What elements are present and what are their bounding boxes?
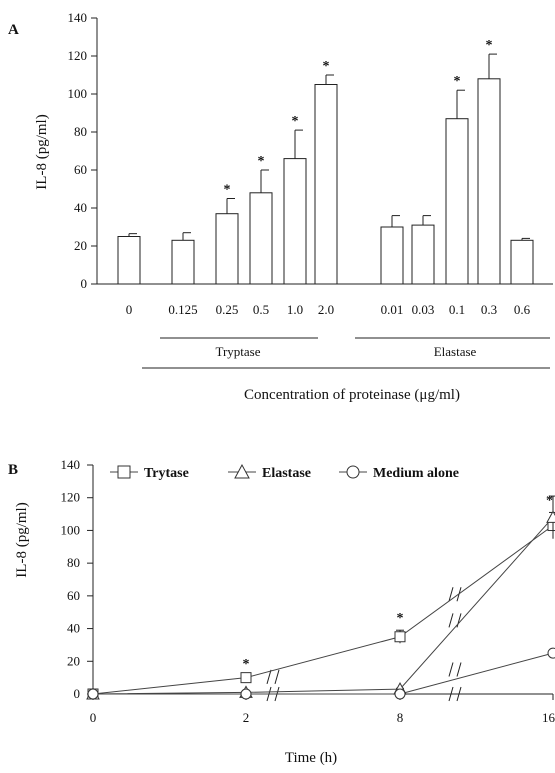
axis-break-mark [456, 686, 462, 702]
panel-b-x-tick-label: 0 [90, 710, 97, 725]
panel-a-significance-star: * [454, 74, 461, 89]
panel-b-marker-square [394, 631, 406, 643]
panel-b-significance-star: * [243, 657, 250, 672]
panel-a-x-tick-label: 0.03 [412, 302, 435, 317]
panel-b-y-tick-label: 120 [61, 490, 81, 505]
legend-marker-triangle [234, 463, 250, 479]
panel-a-y-tick-label: 80 [74, 124, 87, 139]
panel-b-x-axis-title: Time (h) [285, 750, 337, 766]
panel-a-x-tick-label: 0.25 [216, 302, 239, 317]
panel-a-y-tick-label: 60 [74, 162, 87, 177]
axis-break-mark [456, 662, 462, 677]
axis-break-mark [456, 613, 462, 628]
panel-b-y-tick-label: 60 [67, 588, 80, 603]
axis-break-mark [266, 669, 272, 684]
panel-a-x-tick-label: 0 [126, 302, 133, 317]
panel-a-x-tick-label: 2.0 [318, 302, 334, 317]
panel-b-marker-circle [87, 688, 99, 700]
axis-break-mark [448, 613, 454, 628]
panel-a-y-tick-label: 0 [81, 276, 88, 291]
panel-a-bar [477, 78, 501, 285]
panel-b-significance-star: * [397, 611, 404, 626]
panel-b-y-tick-label: 0 [74, 686, 81, 701]
panel-a-y-tick-label: 120 [68, 48, 88, 63]
panel-a-x-tick-label: 0.3 [481, 302, 497, 317]
panel-b-x-ticks: 0 2 8 16 [90, 694, 555, 725]
panel-b-series: * * * [86, 493, 555, 700]
panel-b-y-ticks: 0 20 40 60 80 100 120 140 [61, 457, 93, 701]
panel-b-marker-triangle [546, 510, 555, 523]
axis-break-mark [448, 587, 454, 602]
legend-marker-square [117, 465, 131, 479]
panel-b-y-tick-label: 100 [61, 522, 81, 537]
panel-b-significance-star: * [546, 493, 553, 508]
panel-a-bar [411, 224, 435, 285]
panel-a-significance-star: * [292, 114, 299, 129]
panel-a-bar [171, 239, 195, 285]
panel-a-bar [510, 239, 534, 285]
panel-b-y-tick-label: 140 [61, 457, 81, 472]
panel-b-series-line [93, 652, 554, 695]
panel-a-bars: * * * * * * [117, 38, 534, 285]
panel-a-bar [215, 213, 239, 285]
panel-a-x-tick-labels: 0 0.125 0.25 0.5 1.0 2.0 0.01 0.03 0.1 0.3 0.6 [126, 302, 531, 317]
axis-break-mark [274, 669, 280, 684]
panel-a-y-tick-label: 20 [74, 238, 87, 253]
panel-a-label: A [8, 22, 19, 38]
panel-b-marker-circle [547, 647, 555, 659]
panel-b-series-line [92, 525, 554, 695]
axis-break-mark [448, 662, 454, 677]
panel-a-y-tick-label: 40 [74, 200, 87, 215]
tryptase-group-label: Tryptase [215, 344, 260, 359]
panel-a-x-tick-label: 0.5 [253, 302, 269, 317]
panel-a-y-tick-label: 140 [68, 10, 88, 25]
legend-label: Trytase [144, 466, 189, 481]
panel-b-label: B [8, 462, 18, 478]
panel-b-y-tick-label: 20 [67, 653, 80, 668]
elastase-group-label: Elastase [434, 344, 477, 359]
panel-a-x-tick-label: 1.0 [287, 302, 303, 317]
panel-a-bar [314, 84, 338, 285]
panel-b-marker-square [240, 672, 252, 684]
panel-a-bar [249, 192, 273, 285]
panel-a-x-tick-label: 0.1 [449, 302, 465, 317]
panel-a-significance-star: * [323, 59, 330, 74]
panel-b-x-tick-label: 16 [542, 710, 555, 725]
panel-b-legend: Trytase Elastase Medium alone [110, 463, 459, 481]
panel-a-bar [445, 118, 469, 285]
panel-a-x-tick-label: 0.01 [381, 302, 404, 317]
panel-a-significance-star: * [258, 154, 265, 169]
panel-a-bar [283, 158, 307, 285]
panel-b-marker-circle [394, 688, 406, 700]
axis-break-mark [448, 686, 454, 702]
panel-b-y-axis-title: IL-8 (pg/ml) [14, 502, 30, 577]
panel-b-series-line [92, 517, 554, 695]
panel-a-x-tick-label: 0.125 [168, 302, 197, 317]
panel-a-y-axis-title: IL-8 (pg/ml) [34, 114, 50, 189]
legend-label: Medium alone [373, 466, 459, 481]
legend-label: Elastase [262, 466, 311, 481]
panel-b-x-tick-label: 2 [243, 710, 250, 725]
panel-a-y-tick-label: 100 [68, 86, 88, 101]
panel-a-x-tick-label: 0.6 [514, 302, 531, 317]
panel-a-bar [117, 236, 141, 285]
panel-b-y-tick-label: 80 [67, 555, 80, 570]
panel-a-bar [380, 226, 404, 285]
panel-a-significance-star: * [224, 183, 231, 198]
panel-b-x-tick-label: 8 [397, 710, 404, 725]
panel-b-y-tick-label: 40 [67, 621, 80, 636]
panel-a-significance-star: * [486, 38, 493, 53]
panel-a-y-ticks: 0 20 40 60 80 100 120 140 [68, 10, 97, 291]
panel-b-marker-circle [240, 688, 252, 700]
legend-marker-circle [346, 465, 360, 479]
panel-a-x-axis-title: Concentration of proteinase (μg/ml) [244, 387, 460, 403]
panel-b-axis-breaks [266, 587, 462, 702]
